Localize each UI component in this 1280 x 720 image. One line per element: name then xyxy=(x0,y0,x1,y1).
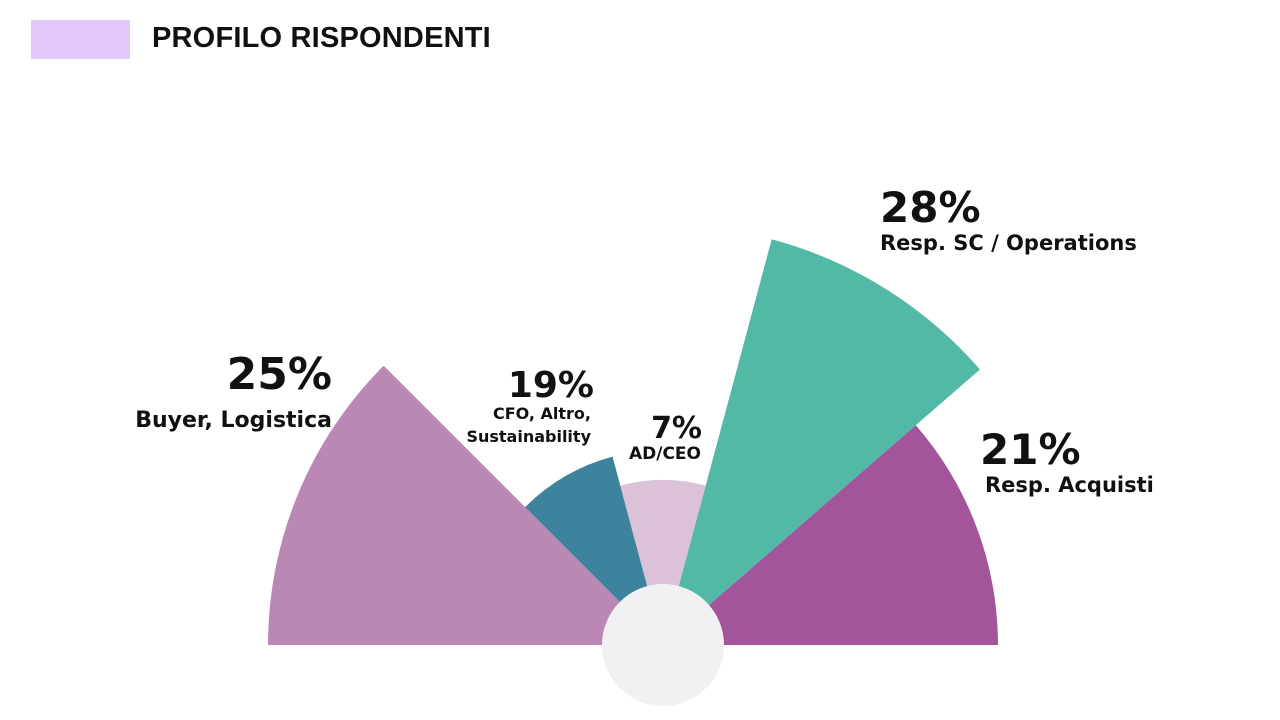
value-label-ad-ceo: 7% xyxy=(651,411,702,446)
category-label-cfo-altro-sustainability-line-2: Sustainability xyxy=(466,427,591,446)
value-label-buyer-logistica: 25% xyxy=(227,349,332,400)
page-title: PROFILO RISPONDENTI xyxy=(152,22,491,54)
title-accent-bar xyxy=(31,20,130,59)
value-label-resp-sc-operations: 28% xyxy=(880,183,981,232)
chart-center-hole xyxy=(602,584,724,706)
value-label-resp-acquisti: 21% xyxy=(980,425,1081,474)
slice-resp-acquisti xyxy=(663,425,998,645)
category-label-resp-acquisti: Resp. Acquisti xyxy=(985,473,1154,497)
category-label-resp-sc-operations: Resp. SC / Operations xyxy=(880,231,1137,255)
slice-resp-sc-operations xyxy=(663,239,980,645)
slice-buyer-logistica xyxy=(268,365,663,645)
value-label-cfo-altro-sustainability: 19% xyxy=(508,365,594,406)
category-label-ad-ceo: AD/CEO xyxy=(629,444,701,464)
category-label-buyer-logistica: Buyer, Logistica xyxy=(135,408,332,433)
slice-ad-ceo xyxy=(620,479,706,645)
category-label-cfo-altro-sustainability-line-1: CFO, Altro, xyxy=(493,404,591,423)
